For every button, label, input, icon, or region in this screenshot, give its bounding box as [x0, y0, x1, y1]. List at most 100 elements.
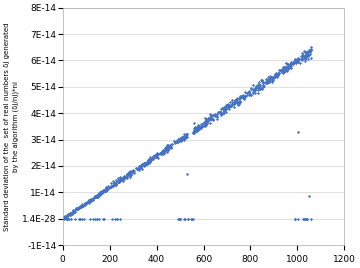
- Point: [135, 166, 141, 170]
- Point: [127, 174, 132, 179]
- Point: [171, 139, 176, 143]
- Point: [97, 191, 103, 196]
- Point: [181, 136, 187, 141]
- Point: [183, 133, 189, 137]
- Point: [305, 54, 311, 59]
- Point: [275, 71, 281, 76]
- Point: [74, 207, 80, 211]
- Point: [95, 193, 100, 197]
- Point: [218, 107, 224, 111]
- Point: [301, 54, 307, 58]
- Point: [100, 188, 106, 192]
- Point: [305, 49, 311, 53]
- Point: [261, 84, 267, 88]
- Point: [210, 117, 216, 121]
- Point: [194, 128, 200, 132]
- Point: [226, 104, 232, 108]
- Point: [96, 191, 102, 195]
- Point: [111, 181, 116, 185]
- Point: [179, 135, 185, 139]
- Point: [162, 149, 168, 153]
- Point: [274, 75, 280, 79]
- Point: [199, 124, 205, 128]
- Point: [146, 159, 152, 163]
- Point: [263, 81, 269, 85]
- Point: [62, 216, 68, 220]
- Point: [134, 167, 140, 171]
- Point: [184, 172, 190, 176]
- Point: [241, 97, 247, 101]
- Point: [69, 212, 75, 216]
- Point: [99, 191, 105, 195]
- Point: [141, 161, 147, 166]
- Point: [121, 174, 126, 178]
- Point: [256, 85, 262, 90]
- Point: [178, 139, 184, 143]
- Point: [181, 132, 187, 136]
- Point: [270, 77, 276, 82]
- Point: [139, 164, 144, 168]
- Point: [206, 118, 212, 122]
- Point: [221, 108, 227, 112]
- Point: [119, 177, 125, 181]
- Point: [236, 96, 242, 101]
- Point: [231, 100, 237, 105]
- Point: [202, 123, 207, 127]
- Point: [107, 185, 112, 190]
- Point: [112, 217, 118, 221]
- Point: [137, 163, 143, 168]
- Point: [242, 90, 248, 94]
- Point: [88, 199, 94, 203]
- Point: [251, 87, 257, 91]
- Point: [143, 161, 148, 165]
- Point: [240, 96, 246, 100]
- Point: [81, 203, 87, 207]
- Point: [237, 94, 243, 98]
- Point: [128, 173, 134, 177]
- Point: [122, 175, 127, 180]
- Point: [154, 154, 160, 158]
- Point: [292, 217, 298, 221]
- Point: [229, 100, 235, 105]
- Point: [118, 177, 123, 182]
- Point: [72, 208, 78, 213]
- Point: [104, 187, 110, 191]
- Point: [193, 126, 199, 131]
- Point: [127, 171, 132, 176]
- Point: [155, 152, 161, 156]
- Point: [103, 188, 109, 193]
- Point: [110, 183, 116, 187]
- Point: [193, 127, 198, 132]
- Point: [274, 73, 280, 78]
- Point: [136, 164, 141, 168]
- Point: [159, 149, 165, 154]
- Point: [82, 201, 88, 206]
- Point: [251, 87, 257, 91]
- Point: [158, 152, 164, 156]
- Point: [198, 122, 204, 126]
- Point: [302, 50, 308, 54]
- Point: [266, 80, 271, 84]
- Point: [116, 179, 122, 183]
- Point: [162, 147, 168, 151]
- Point: [255, 88, 261, 92]
- Point: [292, 58, 298, 62]
- Point: [86, 198, 92, 203]
- Point: [237, 99, 243, 104]
- Point: [307, 48, 312, 52]
- Point: [299, 54, 305, 58]
- Point: [229, 103, 235, 107]
- Point: [101, 188, 107, 192]
- Point: [251, 87, 257, 91]
- Point: [80, 203, 85, 208]
- Point: [252, 88, 258, 92]
- Point: [191, 126, 197, 130]
- Point: [272, 74, 278, 79]
- Point: [118, 178, 124, 182]
- Point: [146, 158, 152, 162]
- Point: [202, 121, 208, 126]
- Point: [212, 112, 218, 116]
- Point: [274, 72, 280, 77]
- Point: [146, 161, 152, 165]
- Point: [102, 188, 108, 192]
